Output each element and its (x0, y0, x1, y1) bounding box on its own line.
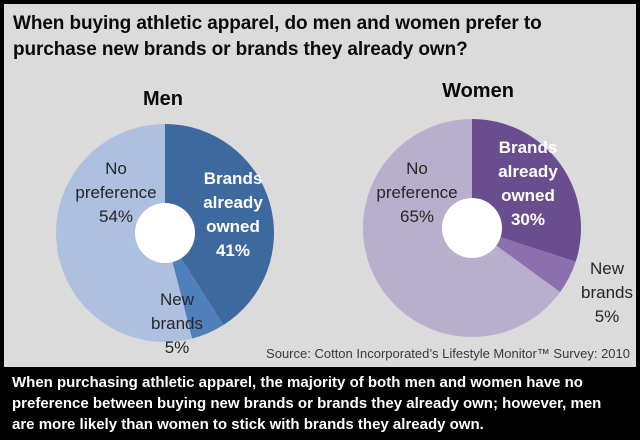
women-donut-chart (362, 118, 582, 337)
women-slice-label-brands-owned: Brands already owned 30% (498, 138, 558, 229)
main-title: When buying athletic apparel, do men and… (13, 13, 542, 60)
donut-hole (442, 198, 502, 258)
men-donut-chart (56, 124, 275, 342)
pie-slice-new-brands (165, 233, 224, 339)
men-slice-label-brands-owned: Brands already owned 41% (203, 169, 263, 260)
pie-slice-brands-already-owned (165, 124, 275, 326)
source-note: Source: Cotton Incorporated’s Lifestyle … (266, 346, 630, 361)
women-slice-label-new-brands: New brands 5% (581, 259, 633, 326)
women-slice-label-no-preference: No preference 65% (376, 159, 458, 226)
pie-slice-new-brands (472, 228, 576, 293)
caption: When purchasing athletic apparel, the ma… (12, 374, 602, 433)
donut-hole (135, 203, 195, 263)
men-chart-title: Men (143, 88, 183, 110)
women-chart-title: Women (442, 80, 514, 102)
men-slice-label-new-brands: New brands 5% (151, 290, 203, 357)
men-slice-label-no-preference: No preference 54% (75, 159, 157, 226)
pie-slice-no-preference (56, 124, 193, 342)
chart-panel: When buying athletic apparel, do men and… (4, 4, 636, 367)
